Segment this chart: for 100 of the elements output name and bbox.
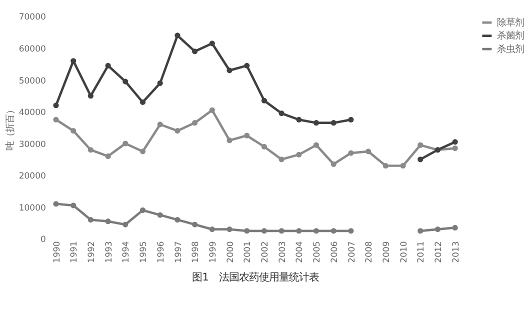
point xyxy=(209,40,215,46)
point xyxy=(88,147,94,153)
point xyxy=(88,93,94,99)
y-tick-label: 40000 xyxy=(18,108,46,118)
point xyxy=(278,228,284,234)
x-tick-label: 1992 xyxy=(87,241,98,263)
point xyxy=(418,228,424,234)
point xyxy=(348,150,354,156)
point xyxy=(53,201,59,207)
y-tick-label: 10000 xyxy=(18,203,46,214)
x-tick-label: 2008 xyxy=(364,241,375,263)
point xyxy=(122,222,128,228)
point xyxy=(348,228,354,234)
point xyxy=(452,145,458,152)
point xyxy=(400,162,406,169)
point xyxy=(192,222,198,228)
point xyxy=(261,98,268,104)
y-tick-label: 0 xyxy=(40,235,46,246)
x-tick-label: 2011 xyxy=(416,241,427,263)
point xyxy=(452,139,458,145)
x-tick-label: 1991 xyxy=(70,241,80,263)
point xyxy=(348,116,354,122)
point xyxy=(70,128,76,134)
x-tick-label: 1998 xyxy=(191,241,202,263)
point xyxy=(105,62,111,68)
point xyxy=(418,142,424,148)
point xyxy=(174,216,180,223)
x-tick-label: 2012 xyxy=(434,241,444,263)
y-tick-label: 60000 xyxy=(18,44,46,55)
legend-label: 杀菌剂 xyxy=(496,30,524,42)
x-tick-label: 1999 xyxy=(208,241,218,263)
point xyxy=(105,153,111,160)
x-tick-label: 1995 xyxy=(139,241,150,263)
point xyxy=(88,216,94,223)
x-tick-label: 2010 xyxy=(399,241,410,263)
point xyxy=(452,224,458,231)
point xyxy=(209,226,215,232)
point xyxy=(140,207,146,214)
point xyxy=(330,161,336,167)
y-tick-label: 50000 xyxy=(18,76,46,86)
point xyxy=(53,116,59,122)
y-tick-label: 30000 xyxy=(18,140,46,150)
point xyxy=(140,148,146,154)
y-axis-title: 吨（折百） xyxy=(5,106,16,151)
point xyxy=(226,68,232,74)
x-tick-label: 1997 xyxy=(174,241,184,263)
point xyxy=(278,156,284,162)
point xyxy=(53,102,59,108)
point xyxy=(296,228,302,234)
point xyxy=(261,144,268,150)
x-tick-label: 2013 xyxy=(451,241,462,263)
point xyxy=(418,156,424,162)
point xyxy=(434,226,441,232)
y-tick-label: 20000 xyxy=(18,172,46,182)
x-tick-label: 2004 xyxy=(295,241,306,263)
point xyxy=(192,120,198,126)
point xyxy=(157,122,163,128)
point xyxy=(261,228,268,234)
point xyxy=(157,80,163,86)
point xyxy=(330,228,336,234)
point xyxy=(226,138,232,144)
x-tick-label: 2001 xyxy=(243,241,254,263)
point xyxy=(157,212,163,218)
point xyxy=(296,152,302,158)
point xyxy=(174,32,180,38)
point xyxy=(244,62,250,68)
point xyxy=(209,107,215,113)
x-tick-label: 1993 xyxy=(104,241,114,263)
caption: 图1 法国农药使用量统计表 xyxy=(192,271,319,284)
x-tick-label: 1990 xyxy=(52,241,62,263)
x-tick-label: 2006 xyxy=(330,241,340,263)
y-tick-label: 70000 xyxy=(18,12,46,23)
point xyxy=(122,140,128,146)
point xyxy=(174,128,180,134)
point xyxy=(244,228,250,234)
point xyxy=(366,148,372,154)
point xyxy=(70,202,76,208)
point xyxy=(382,162,388,169)
x-tick-label: 2003 xyxy=(278,241,288,263)
x-tick-label: 2005 xyxy=(312,241,323,263)
x-tick-label: 2007 xyxy=(347,241,358,263)
legend-label: 杀虫剂 xyxy=(496,44,524,55)
point xyxy=(140,99,146,105)
x-tick-label: 2002 xyxy=(260,241,271,263)
x-tick-label: 1994 xyxy=(122,241,132,263)
point xyxy=(313,120,320,126)
point xyxy=(105,218,111,224)
x-tick-label: 2000 xyxy=(226,241,236,263)
point xyxy=(192,48,198,54)
point xyxy=(226,226,232,232)
point xyxy=(278,110,284,116)
point xyxy=(313,142,320,148)
x-tick-label: 1996 xyxy=(156,241,166,263)
point xyxy=(244,132,250,138)
x-tick-label: 2009 xyxy=(382,241,392,263)
point xyxy=(296,116,302,122)
point xyxy=(122,78,128,84)
point xyxy=(313,228,320,234)
legend-label: 除草剂 xyxy=(496,17,524,28)
point xyxy=(330,120,336,126)
